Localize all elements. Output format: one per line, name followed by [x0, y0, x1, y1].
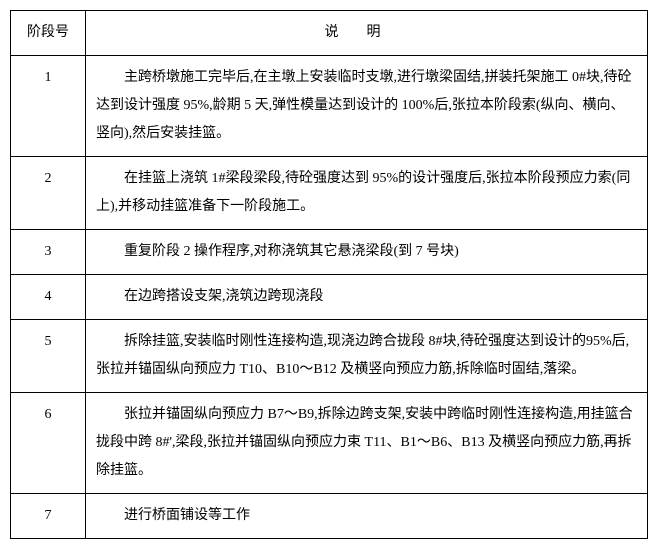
- header-stage: 阶段号: [11, 11, 86, 56]
- table-row: 6 张拉并锚固纵向预应力 B7～B9,拆除边跨支架,安装中跨临时刚性连接构造,用…: [11, 393, 648, 494]
- table-row: 7 进行桥面铺设等工作: [11, 494, 648, 539]
- table-row: 2 在挂篮上浇筑 1#梁段梁段,待砼强度达到 95%的设计强度后,张拉本阶段预应…: [11, 157, 648, 230]
- table-row: 4 在边跨搭设支架,浇筑边跨现浇段: [11, 275, 648, 320]
- stage-description: 重复阶段 2 操作程序,对称浇筑其它悬浇梁段(到 7 号块): [96, 238, 637, 266]
- table-row: 3 重复阶段 2 操作程序,对称浇筑其它悬浇梁段(到 7 号块): [11, 230, 648, 275]
- table-header-row: 阶段号 说明: [11, 11, 648, 56]
- table-row: 1 主跨桥墩施工完毕后,在主墩上安装临时支墩,进行墩梁固结,拼装托架施工 0#块…: [11, 56, 648, 157]
- stage-description: 张拉并锚固纵向预应力 B7～B9,拆除边跨支架,安装中跨临时刚性连接构造,用挂篮…: [96, 401, 637, 485]
- stage-number: 7: [11, 494, 86, 539]
- stage-table: 阶段号 说明 1 主跨桥墩施工完毕后,在主墩上安装临时支墩,进行墩梁固结,拼装托…: [10, 10, 648, 539]
- stage-description: 在边跨搭设支架,浇筑边跨现浇段: [96, 283, 637, 311]
- header-description: 说明: [86, 11, 648, 56]
- table-row: 5 拆除挂篮,安装临时刚性连接构造,现浇边跨合拢段 8#块,待砼强度达到设计的9…: [11, 320, 648, 393]
- stage-number: 6: [11, 393, 86, 494]
- stage-number: 2: [11, 157, 86, 230]
- stage-number: 3: [11, 230, 86, 275]
- stage-number: 5: [11, 320, 86, 393]
- stage-description: 拆除挂篮,安装临时刚性连接构造,现浇边跨合拢段 8#块,待砼强度达到设计的95%…: [96, 328, 637, 384]
- stage-number: 4: [11, 275, 86, 320]
- stage-description: 进行桥面铺设等工作: [96, 502, 637, 530]
- stage-description: 主跨桥墩施工完毕后,在主墩上安装临时支墩,进行墩梁固结,拼装托架施工 0#块,待…: [96, 64, 637, 148]
- stage-number: 1: [11, 56, 86, 157]
- stage-description: 在挂篮上浇筑 1#梁段梁段,待砼强度达到 95%的设计强度后,张拉本阶段预应力索…: [96, 165, 637, 221]
